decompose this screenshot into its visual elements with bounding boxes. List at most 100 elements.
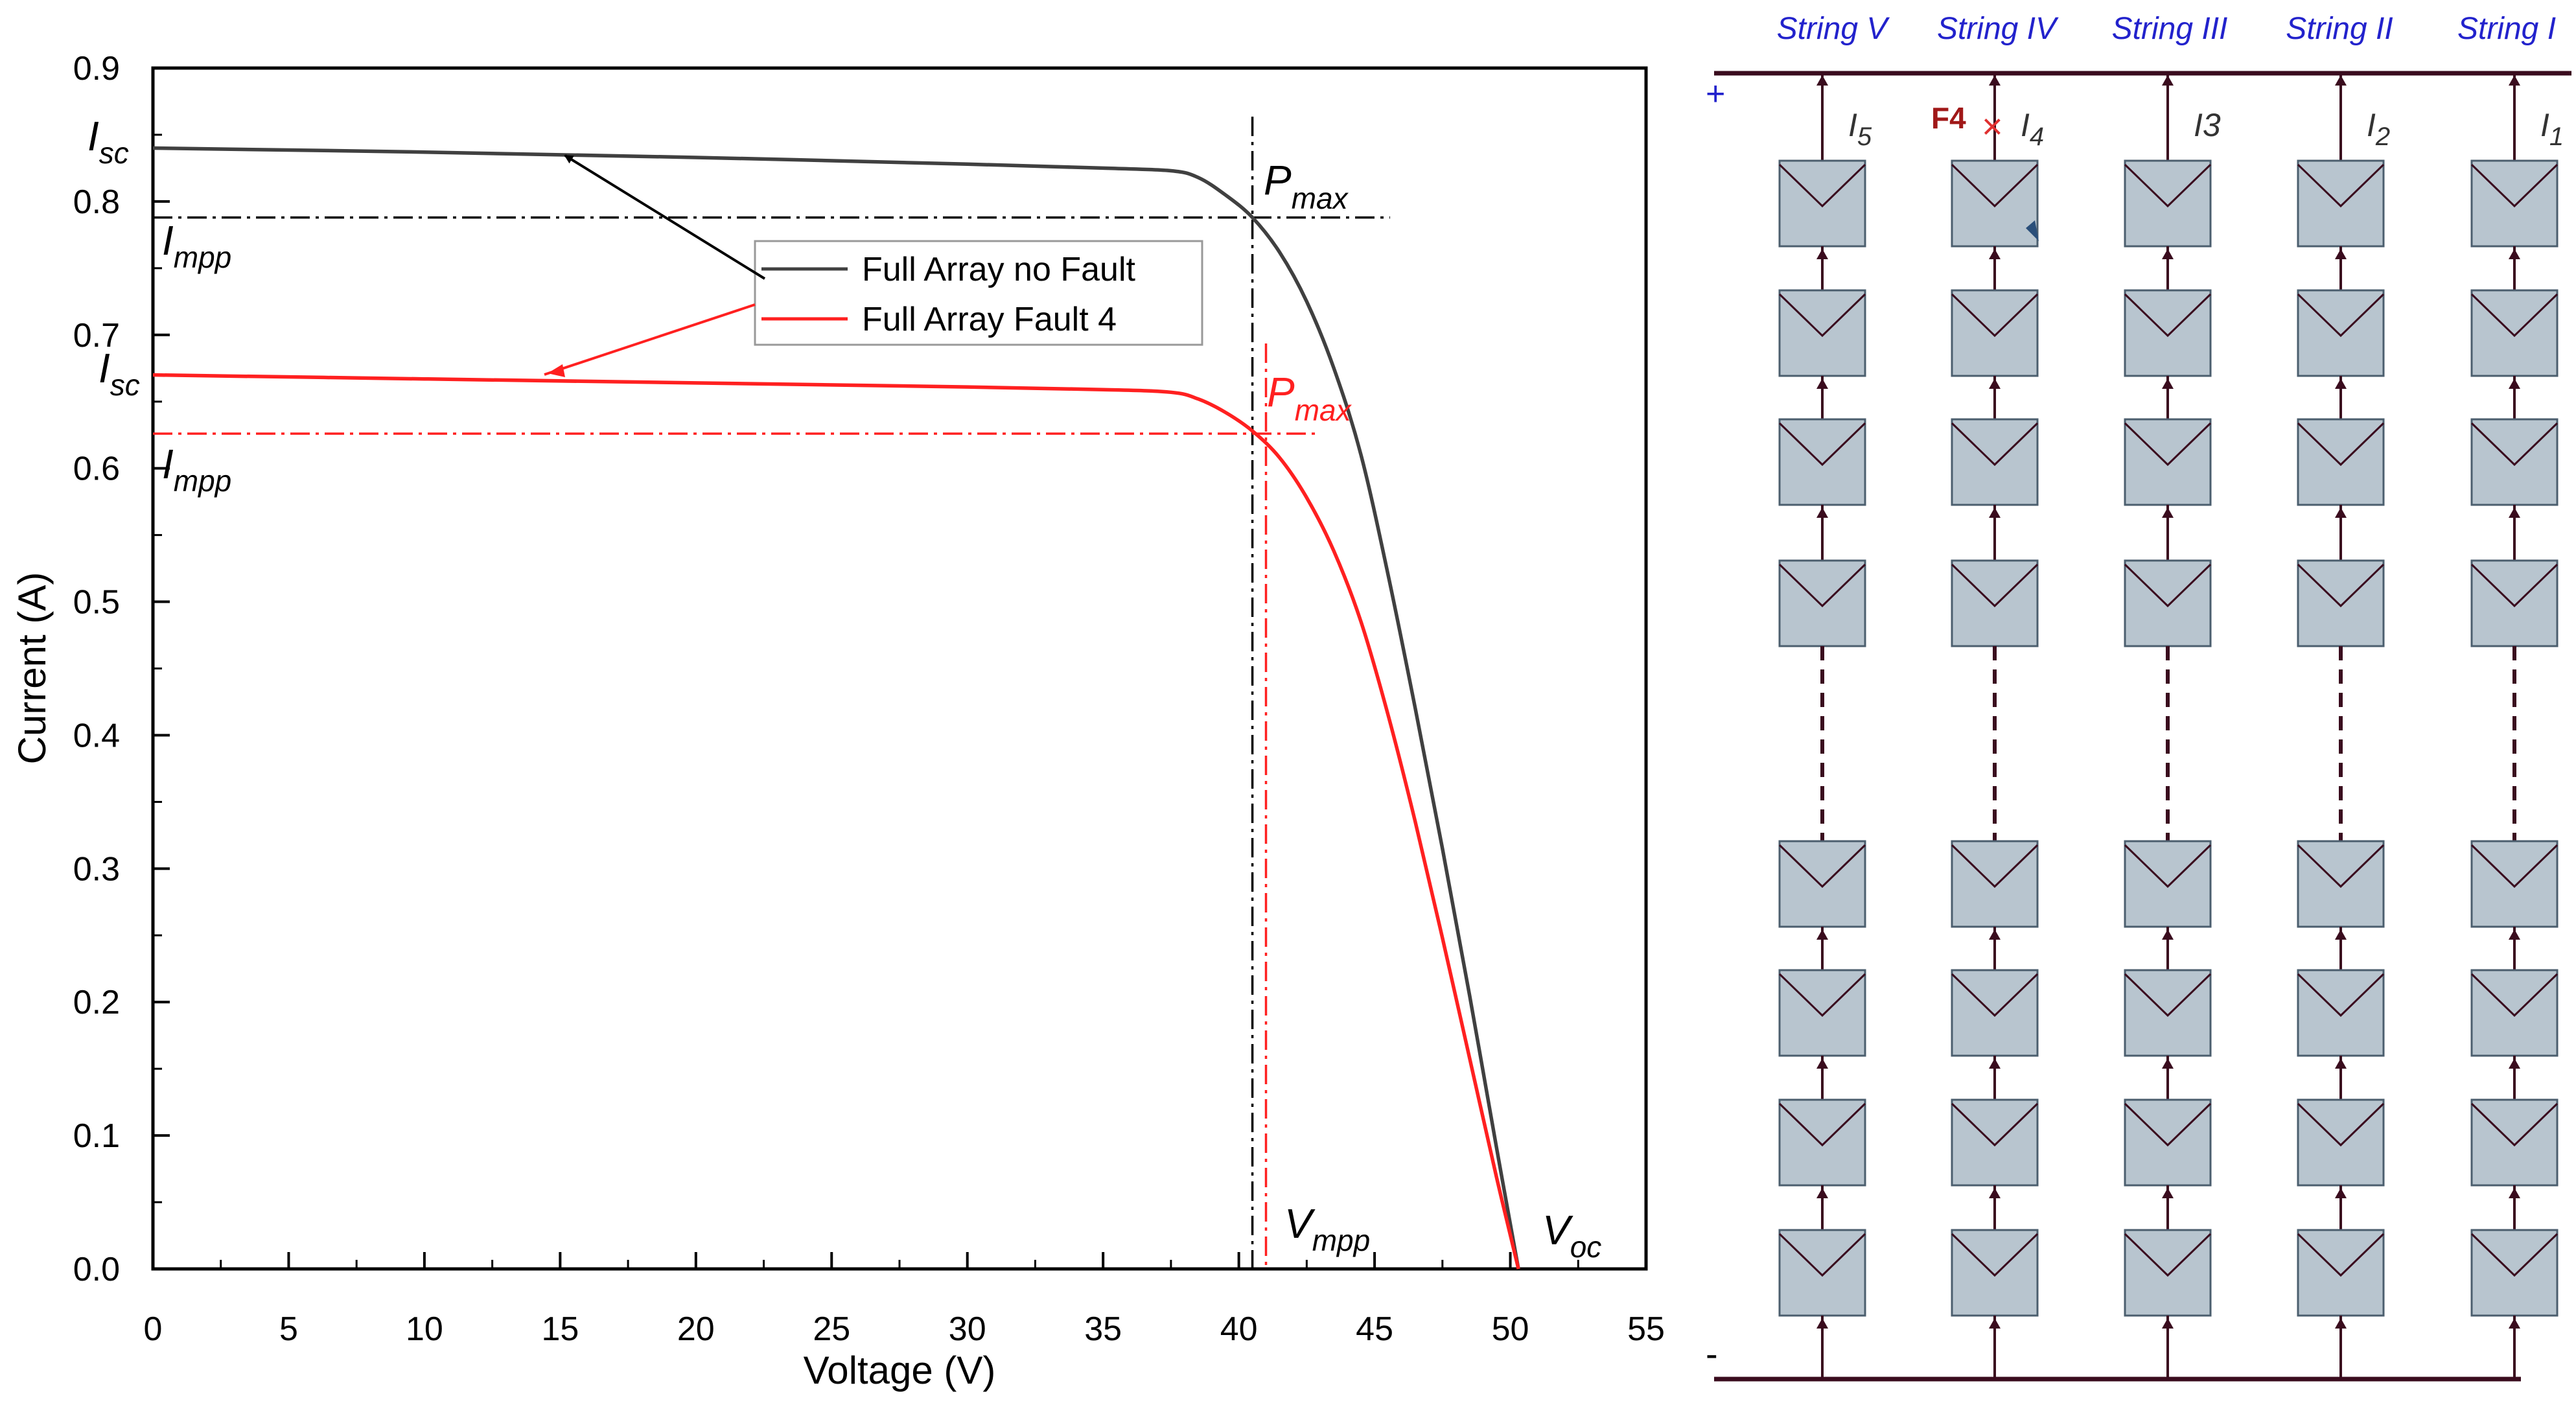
pv-module-body — [2297, 159, 2385, 248]
pv-module-diode-symbol — [1778, 293, 1866, 338]
current-arrow — [2335, 929, 2347, 940]
pv-module-diode-symbol — [2297, 293, 2385, 338]
pv-module-diode-symbol — [1951, 1102, 2039, 1147]
pv-module-diode-symbol — [2124, 293, 2212, 338]
y-tick-label: 0.9 — [73, 50, 120, 87]
current-arrow — [2162, 75, 2174, 86]
pv-module-diode-symbol — [1778, 973, 1866, 1017]
current-arrow — [2335, 75, 2347, 86]
pv-module-body — [2124, 159, 2212, 248]
legend-pointer-no-fault — [564, 154, 766, 280]
x-tick-label: 40 — [1220, 1310, 1258, 1348]
pv-module-body — [2124, 1229, 2212, 1317]
fault-mark: × — [1982, 106, 2003, 146]
pv-module — [1778, 289, 1866, 377]
string-label: String II — [2286, 12, 2393, 46]
pv-module-body — [2297, 840, 2385, 928]
pv-module-diode-symbol — [2470, 293, 2559, 338]
current-arrow — [1989, 1058, 2001, 1069]
pv-module — [1778, 559, 1866, 647]
pv-module-diode-symbol — [2297, 973, 2385, 1017]
current-arrow — [2509, 378, 2520, 389]
x-axis-title: Voltage (V) — [804, 1349, 996, 1392]
pv-module-body — [1778, 159, 1866, 248]
pv-module — [2297, 559, 2385, 647]
y-tick-label: 0.8 — [73, 183, 120, 221]
pv-module-body — [1778, 840, 1866, 928]
pv-module — [2124, 418, 2212, 506]
pv-module-diode-symbol — [2470, 1102, 2559, 1147]
pv-module — [2297, 840, 2385, 928]
current-arrow — [2162, 378, 2174, 389]
pv-module — [1951, 969, 2039, 1057]
current-arrow — [1816, 378, 1828, 389]
string-current-label: I4 — [2021, 107, 2044, 151]
current-arrow — [1816, 1188, 1828, 1198]
string-5: String I I1 — [2457, 12, 2564, 1379]
pv-module — [1951, 840, 2039, 928]
current-arrow — [2509, 249, 2520, 259]
current-arrow — [2162, 249, 2174, 259]
pv-module — [1951, 289, 2039, 377]
pv-module-body — [1778, 1229, 1866, 1317]
pv-module — [1951, 1098, 2039, 1187]
isc-label-no-fault: Isc — [87, 113, 129, 170]
pv-module-body — [2470, 1098, 2559, 1187]
y-tick-label: 0.2 — [73, 984, 120, 1021]
pv-module — [1778, 840, 1866, 928]
pv-module — [1951, 1229, 2039, 1317]
pv-module-body — [2124, 840, 2212, 928]
pv-module — [2297, 418, 2385, 506]
pv-module-body — [1951, 418, 2039, 506]
x-tick-label: 10 — [406, 1310, 443, 1348]
current-arrow — [1989, 1318, 2001, 1329]
current-arrow — [1989, 249, 2001, 259]
current-arrow — [1989, 378, 2001, 389]
pv-module — [2124, 1098, 2212, 1187]
current-arrow — [2162, 929, 2174, 940]
fault-label: F4 — [1931, 101, 1966, 135]
x-tick-label: 35 — [1084, 1310, 1122, 1348]
pv-module-body — [2470, 159, 2559, 248]
current-arrow — [1816, 249, 1828, 259]
string-label: String I — [2457, 12, 2556, 46]
legend-box — [754, 240, 1203, 346]
pv-module — [2470, 840, 2559, 928]
pv-module-body — [2297, 969, 2385, 1057]
string-label: String IV — [1937, 12, 2059, 46]
isc-label-fault: Isc — [99, 345, 140, 402]
pv-module-body — [1951, 969, 2039, 1057]
pv-module — [2124, 1229, 2212, 1317]
legend-label-fault-4: Full Array Fault 4 — [862, 301, 1117, 338]
pv-module-diode-symbol — [2297, 163, 2385, 208]
pv-module — [1951, 159, 2039, 248]
pv-module-diode-symbol — [1951, 973, 2039, 1017]
pv-module-diode-symbol — [2124, 163, 2212, 208]
pv-module — [2470, 969, 2559, 1057]
pv-module — [2470, 159, 2559, 248]
string-current-label: I3 — [2194, 107, 2221, 143]
pv-module-body — [2470, 418, 2559, 506]
y-tick-label: 0.6 — [73, 450, 120, 488]
pv-module — [1778, 969, 1866, 1057]
current-arrow — [1816, 1318, 1828, 1329]
pv-module-body — [1951, 1229, 2039, 1317]
pv-module-diode-symbol — [1778, 563, 1866, 608]
x-tick-label: 55 — [1627, 1310, 1665, 1348]
current-arrow — [2162, 1318, 2174, 1329]
pmax-label-no-fault: Pmax — [1264, 157, 1349, 215]
pv-module-body — [2297, 559, 2385, 647]
pv-module-diode-symbol — [1951, 163, 2039, 208]
current-arrow — [2335, 1318, 2347, 1329]
fault-arrow — [2026, 220, 2039, 241]
pv-module-diode-symbol — [1778, 163, 1866, 208]
x-tick-label: 5 — [279, 1310, 298, 1348]
y-tick-label: 0.0 — [73, 1251, 120, 1288]
pv-module — [2124, 159, 2212, 248]
series — [152, 146, 1520, 1270]
pv-module-body — [2470, 289, 2559, 377]
pv-module — [1951, 559, 2039, 647]
pv-module-body — [1951, 559, 2039, 647]
legend: Full Array no Fault Full Array Fault 4 — [754, 240, 1203, 346]
